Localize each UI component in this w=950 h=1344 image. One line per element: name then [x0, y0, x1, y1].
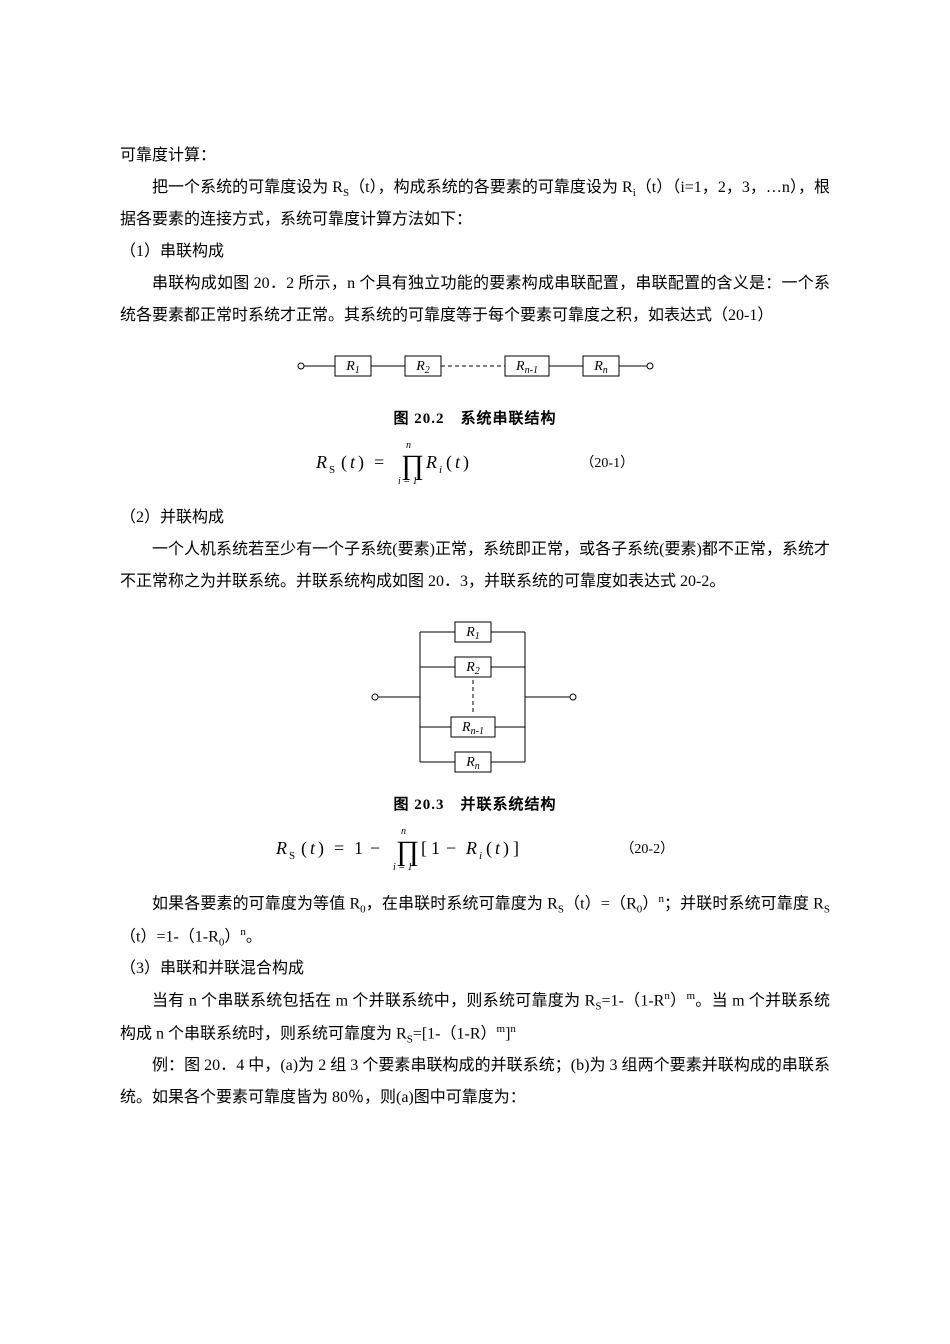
text: ） — [642, 896, 658, 913]
svg-text:R: R — [275, 838, 287, 858]
figure-parallel: R1 R2 Rn-1 Rn 图 20.3 并联系统结构 — [120, 612, 830, 814]
para-intro: 把一个系统的可靠度设为 RS（t），构成系统的各要素的可靠度设为 Ri（t）（i… — [120, 172, 830, 236]
superscript: n — [510, 1023, 516, 1035]
document-page: 可靠度计算： 把一个系统的可靠度设为 RS（t），构成系统的各要素的可靠度设为 … — [0, 0, 950, 1344]
svg-text:=: = — [374, 452, 384, 472]
figure-series-caption: 图 20.2 系统串联结构 — [120, 407, 830, 428]
svg-text:]: ] — [513, 838, 519, 858]
para-parallel: 一个人机系统若至少有一个子系统(要素)正常，系统即正常，或各子系统(要素)都不正… — [120, 534, 830, 598]
svg-text:Rn: Rn — [465, 755, 480, 772]
eq-number: （20-1） — [580, 456, 634, 471]
svg-text:Rn-1: Rn-1 — [461, 720, 484, 737]
para-equal-r: 如果各要素的可靠度为等值 R0，在串联时系统可靠度为 RS（t）=（R0）n；并… — [120, 888, 830, 953]
svg-text:): ) — [318, 838, 324, 859]
svg-text:R: R — [315, 452, 327, 472]
svg-text:R: R — [425, 452, 437, 472]
text: 当有 n 个串联系统包括在 m 个并联系统中，则系统可靠度为 R — [152, 993, 595, 1010]
text: ；并联时系统可靠度 R — [664, 896, 824, 913]
series-diagram: R1 R2 Rn-1 Rn — [295, 346, 655, 396]
svg-text:t: t — [350, 452, 356, 472]
equation-20-2: R S ( t ) = 1 − ∏ n i = 1 [ 1 − R i ( t … — [120, 826, 830, 872]
svg-text:i: i — [479, 850, 482, 862]
svg-text:(: ( — [301, 838, 307, 859]
svg-text:−: − — [370, 838, 380, 858]
svg-text:−: − — [446, 838, 456, 858]
para-example: 例：图 20．4 中，(a)为 2 组 3 个要素串联构成的并联系统；(b)为 … — [120, 1050, 830, 1114]
svg-text:S: S — [329, 464, 335, 476]
svg-text:): ) — [463, 452, 469, 473]
svg-text:): ) — [358, 452, 364, 473]
svg-text:S: S — [289, 850, 295, 862]
heading-parallel: （2）并联构成 — [120, 502, 830, 534]
svg-text:[: [ — [421, 838, 427, 858]
para-mixed: 当有 n 个串联系统包括在 m 个并联系统中，则系统可靠度为 RS=1-（1-R… — [120, 985, 830, 1050]
svg-text:n: n — [401, 826, 406, 837]
svg-text:i: i — [439, 464, 442, 476]
svg-text:Rn-1: Rn-1 — [515, 359, 538, 376]
svg-text:t: t — [455, 452, 461, 472]
text: ） — [224, 928, 240, 945]
heading-mixed: （3）串联和并联混合构成 — [120, 953, 830, 985]
svg-text:t: t — [495, 838, 501, 858]
text: =[1-（1-R） — [413, 1025, 497, 1042]
text: 把一个系统的可靠度设为 R — [152, 179, 343, 196]
para-series: 串联构成如图 20．2 所示，n 个具有独立功能的要素构成串联配置，串联配置的含… — [120, 268, 830, 332]
svg-text:1: 1 — [354, 838, 363, 858]
svg-text:t: t — [310, 838, 316, 858]
svg-text:(: ( — [446, 452, 452, 473]
svg-text:n: n — [406, 440, 411, 451]
svg-text:R1: R1 — [345, 359, 360, 376]
eq-number: （20-2） — [620, 842, 674, 857]
svg-text:(: ( — [341, 452, 347, 473]
svg-text:R2: R2 — [415, 359, 430, 376]
text: 。 — [246, 928, 262, 945]
superscript: m — [686, 990, 695, 1002]
svg-text:1: 1 — [431, 838, 440, 858]
svg-text:R1: R1 — [465, 625, 480, 642]
svg-text:i = 1: i = 1 — [398, 476, 418, 487]
svg-text:=: = — [334, 838, 344, 858]
svg-text:Rn: Rn — [593, 359, 608, 376]
figure-parallel-caption: 图 20.3 并联系统结构 — [120, 793, 830, 814]
text: （t）=1-（1-R — [120, 928, 219, 945]
text: =1-（1-R — [601, 993, 664, 1010]
text: 如果各要素的可靠度为等值 R — [152, 896, 360, 913]
text: （t）=（R — [564, 896, 637, 913]
svg-text:R: R — [465, 838, 477, 858]
parallel-diagram: R1 R2 Rn-1 Rn — [365, 612, 585, 782]
svg-text:(: ( — [486, 838, 492, 859]
text: （t），构成系统的各要素的可靠度设为 R — [349, 179, 633, 196]
svg-text:): ) — [503, 838, 509, 859]
svg-text:R2: R2 — [465, 660, 480, 677]
subscript: S — [824, 904, 830, 916]
heading-series: （1）串联构成 — [120, 236, 830, 268]
figure-series: R1 R2 Rn-1 Rn 图 20.2 系统串联结构 — [120, 346, 830, 428]
equation-20-1: R S ( t ) = ∏ n i = 1 R i ( t ) （20-1） — [120, 440, 830, 486]
superscript: m — [497, 1023, 506, 1035]
svg-text:i = 1: i = 1 — [393, 862, 413, 873]
heading-reliability: 可靠度计算： — [120, 140, 830, 172]
text: ） — [670, 993, 687, 1010]
text: ，在串联时系统可靠度为 R — [366, 896, 558, 913]
